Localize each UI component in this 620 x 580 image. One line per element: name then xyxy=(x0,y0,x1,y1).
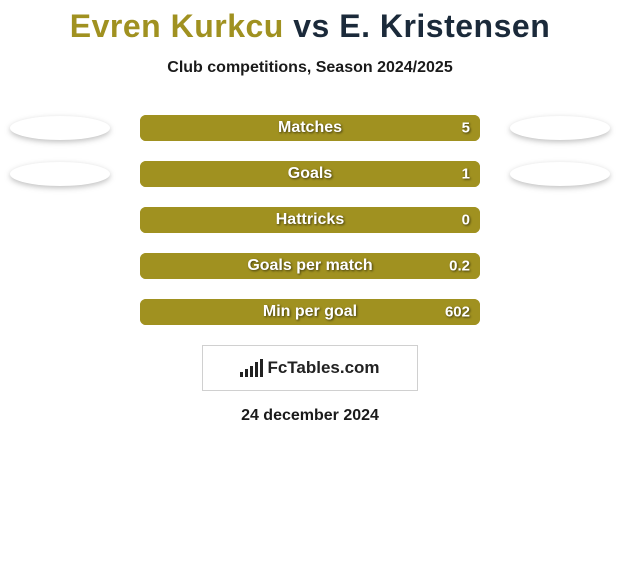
logo-bar-icon xyxy=(240,372,243,377)
stat-bar: Hattricks0 xyxy=(140,207,480,233)
stat-value: 1 xyxy=(462,166,470,183)
player1-indicator xyxy=(10,162,110,186)
logo-bar-icon xyxy=(260,359,263,377)
stat-row: Goals1 xyxy=(0,161,620,187)
player2-indicator xyxy=(510,162,610,186)
vs-label: vs xyxy=(293,8,330,44)
stat-label: Min per goal xyxy=(140,303,480,321)
player2-indicator xyxy=(510,116,610,140)
logo-text: FcTables.com xyxy=(267,358,379,378)
logo-bar-icon xyxy=(250,366,253,377)
player1-indicator xyxy=(10,116,110,140)
stat-value: 0 xyxy=(462,212,470,229)
stat-row: Hattricks0 xyxy=(0,207,620,233)
logo-bars-icon xyxy=(240,359,263,377)
player1-name: Evren Kurkcu xyxy=(70,8,284,44)
stat-label: Matches xyxy=(140,119,480,137)
stat-row: Matches5 xyxy=(0,115,620,141)
page-title: Evren Kurkcu vs E. Kristensen xyxy=(0,0,620,45)
stat-label: Goals per match xyxy=(140,257,480,275)
stat-value: 5 xyxy=(462,120,470,137)
stat-bar: Goals1 xyxy=(140,161,480,187)
logo-bar-icon xyxy=(255,362,258,377)
stat-bar: Min per goal602 xyxy=(140,299,480,325)
stat-row: Goals per match0.2 xyxy=(0,253,620,279)
stat-label: Goals xyxy=(140,165,480,183)
stat-label: Hattricks xyxy=(140,211,480,229)
logo-bar-icon xyxy=(245,369,248,377)
stat-bar: Goals per match0.2 xyxy=(140,253,480,279)
stat-value: 602 xyxy=(445,304,470,321)
subtitle: Club competitions, Season 2024/2025 xyxy=(0,59,620,77)
stat-row: Min per goal602 xyxy=(0,299,620,325)
stat-bar: Matches5 xyxy=(140,115,480,141)
logo-box: FcTables.com xyxy=(202,345,418,391)
stats-chart: Matches5Goals1Hattricks0Goals per match0… xyxy=(0,115,620,325)
date-label: 24 december 2024 xyxy=(0,407,620,425)
stat-value: 0.2 xyxy=(449,258,470,275)
player2-name: E. Kristensen xyxy=(339,8,550,44)
